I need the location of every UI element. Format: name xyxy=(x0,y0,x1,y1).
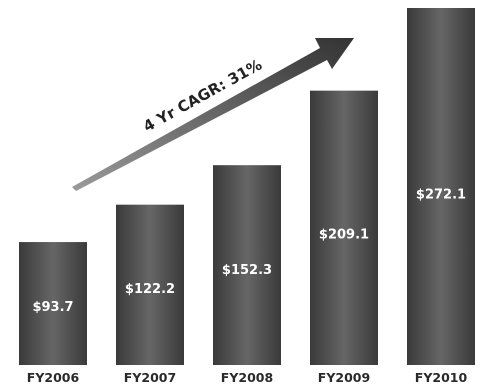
bar-fy2009 xyxy=(310,90,378,366)
value-label-fy2007: $122.2 xyxy=(125,282,175,297)
value-labels-group: $93.7 $122.2 $152.3 $209.1 $272.1 xyxy=(32,188,466,315)
value-label-fy2008: $152.3 xyxy=(222,263,272,278)
bar-fy2006 xyxy=(19,242,87,365)
category-label-fy2007: FY2007 xyxy=(124,370,176,385)
bar-fy2010 xyxy=(407,8,475,365)
category-label-fy2008: FY2008 xyxy=(221,370,273,385)
bar-fy2007 xyxy=(116,204,184,365)
value-label-fy2006: $93.7 xyxy=(32,300,73,315)
category-label-fy2006: FY2006 xyxy=(27,370,80,385)
category-labels-group: FY2006 FY2007 FY2008 FY2009 FY2010 xyxy=(27,370,468,385)
category-label-fy2010: FY2010 xyxy=(415,370,468,385)
bars-group xyxy=(19,8,475,366)
value-label-fy2010: $272.1 xyxy=(416,188,466,203)
category-label-fy2009: FY2009 xyxy=(318,370,370,385)
value-label-fy2009: $209.1 xyxy=(319,227,369,242)
cagr-arrow xyxy=(72,38,354,191)
bar-fy2008 xyxy=(213,165,281,365)
